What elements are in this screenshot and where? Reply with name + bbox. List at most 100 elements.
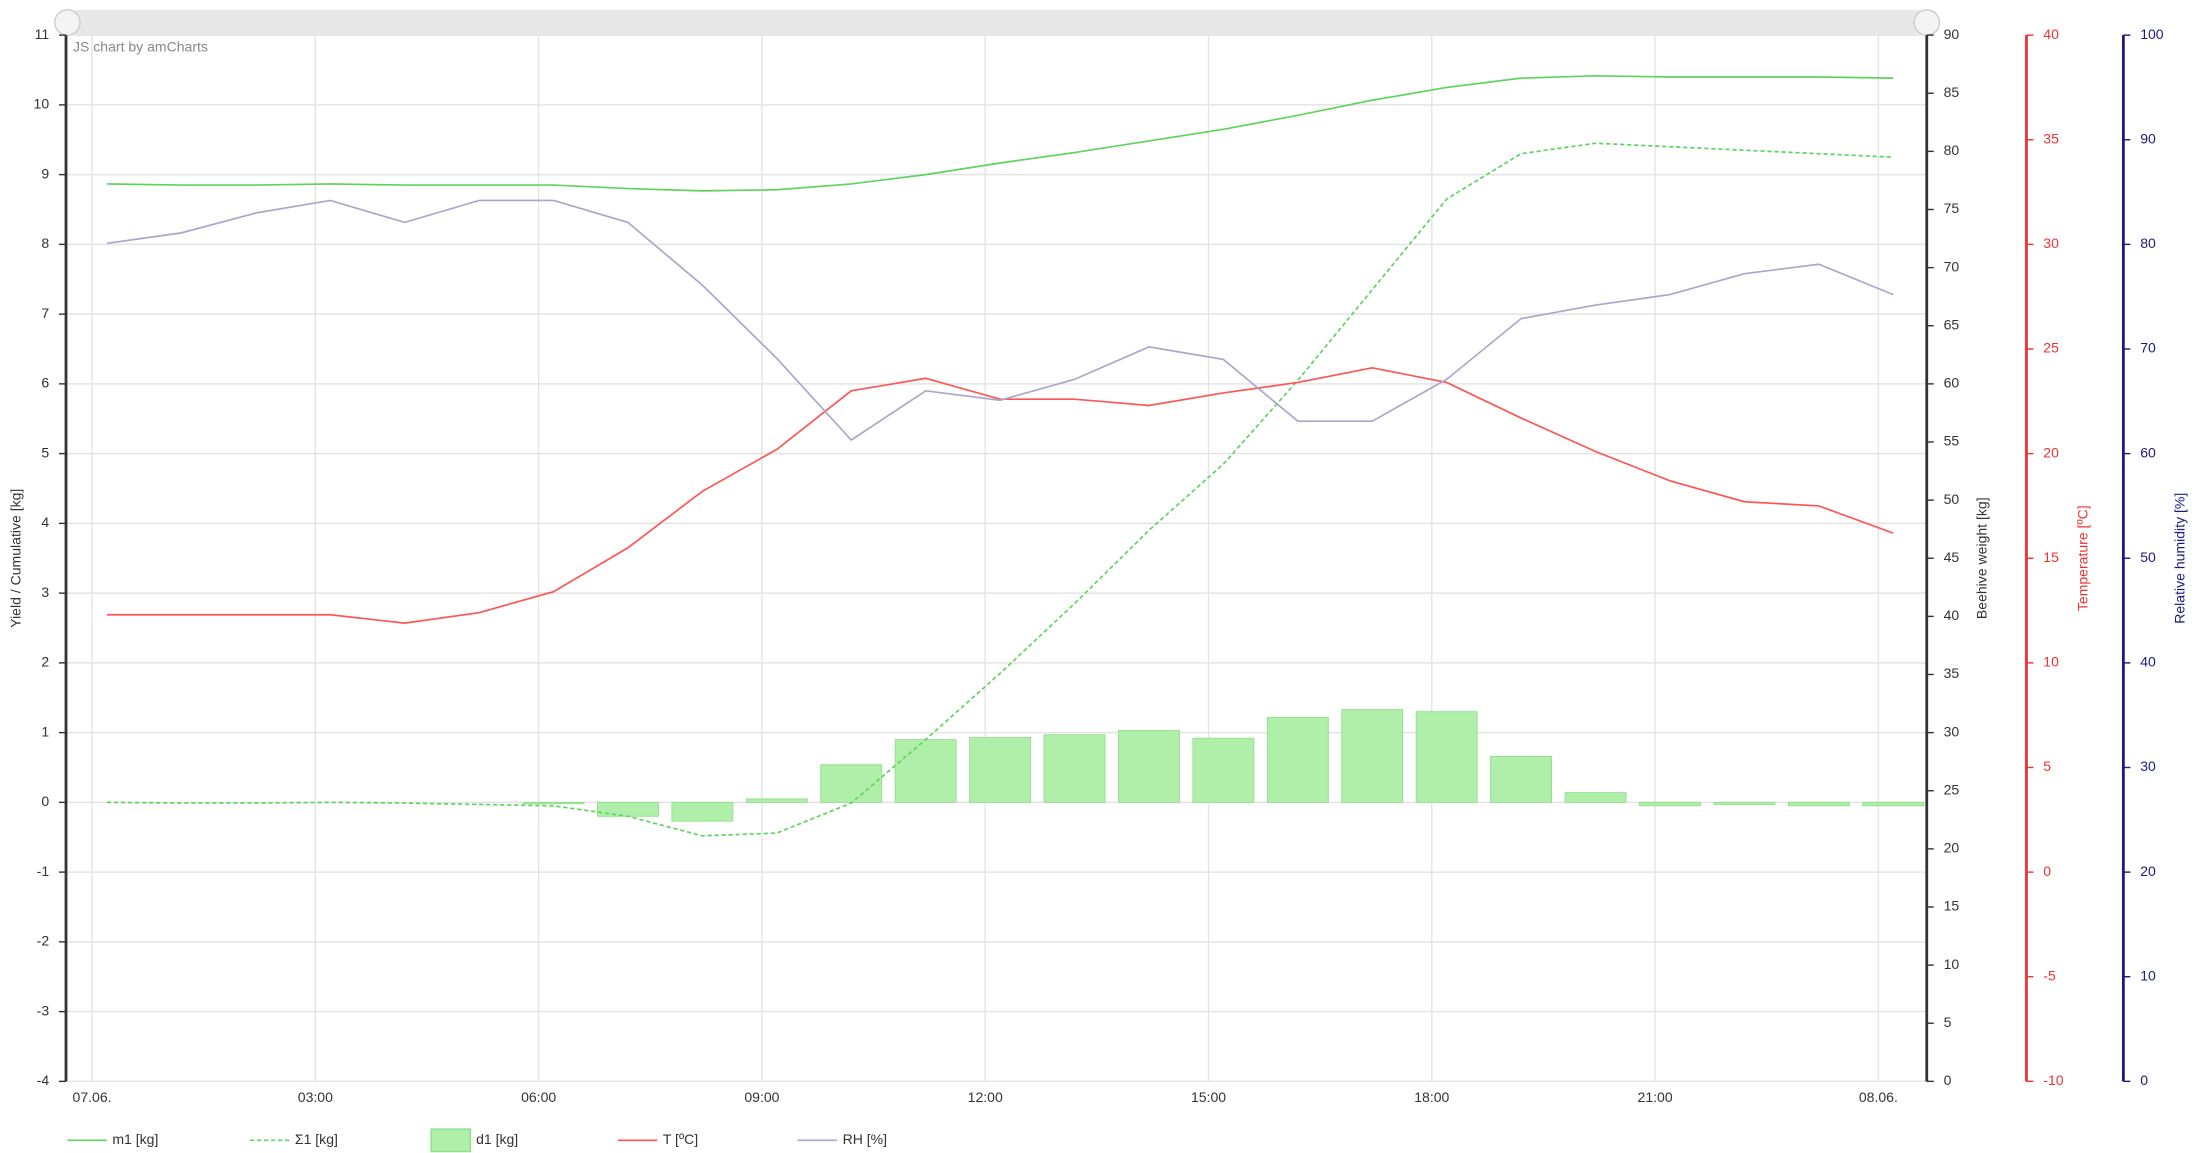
x-tick-label: 09:00 (744, 1089, 779, 1105)
y-axis-title: Yield / Cumulative [kg] (8, 489, 24, 628)
y3-tick-label: 0 (2043, 863, 2051, 879)
y3-tick-label: 35 (2043, 130, 2059, 146)
legend-label: Σ1 [kg] (295, 1131, 338, 1147)
y4-tick-label: 30 (2140, 758, 2156, 774)
y2-tick-label: 70 (1944, 258, 1960, 274)
y4-tick-label: 0 (2140, 1072, 2148, 1088)
y2-tick-label: 45 (1944, 549, 1960, 565)
y2-tick-label: 25 (1944, 781, 1960, 797)
line (106, 74, 1894, 192)
y2-tick-label: 75 (1944, 200, 1960, 216)
x-tick-label: 15:00 (1191, 1089, 1226, 1105)
bar (894, 739, 957, 803)
bar (1490, 755, 1553, 803)
bar (820, 764, 883, 803)
y-tick-label: -4 (37, 1072, 50, 1088)
y2-tick-label: 55 (1944, 433, 1960, 449)
y4-axis-title: Relative humidity [%] (2172, 493, 2188, 624)
bar (969, 737, 1032, 803)
bar (1192, 737, 1255, 803)
legend-label: RH [%] (843, 1131, 887, 1147)
y2-tick-label: 15 (1944, 898, 1960, 914)
y4-tick-label: 80 (2140, 235, 2156, 251)
bar (1713, 801, 1776, 805)
x-tick-label: 03:00 (298, 1089, 333, 1105)
y3-tick-label: 15 (2043, 549, 2059, 565)
y-tick-label: 7 (41, 305, 49, 321)
y4-tick-label: 90 (2140, 130, 2156, 146)
y4-tick-label: 70 (2140, 340, 2156, 356)
y-tick-label: -3 (37, 1002, 50, 1018)
x-tick-label: 06:00 (521, 1089, 556, 1105)
y2-tick-label: 40 (1944, 607, 1960, 623)
y-tick-label: 8 (41, 235, 49, 251)
scrollbar[interactable] (66, 9, 1927, 36)
y3-tick-label: -5 (2043, 967, 2056, 983)
bar (1639, 801, 1701, 807)
line (106, 199, 1894, 442)
y4-tick-label: 20 (2140, 863, 2156, 879)
y-tick-label: 5 (41, 444, 49, 460)
y2-tick-label: 0 (1944, 1072, 1952, 1088)
y-tick-label: 0 (41, 793, 49, 809)
bar (671, 801, 734, 822)
y4-tick-label: 40 (2140, 654, 2156, 670)
y-tick-label: -2 (37, 933, 50, 949)
bar (1564, 792, 1627, 803)
bar (1415, 711, 1478, 803)
bar (1043, 734, 1106, 803)
y3-axis-title: Temperature [ºC] (2075, 505, 2091, 611)
x-tick-label: 08.06. (1859, 1089, 1898, 1105)
y3-tick-label: 5 (2043, 758, 2051, 774)
y2-tick-label: 90 (1944, 26, 1960, 42)
y-tick-label: -1 (37, 863, 50, 879)
scrollbar-handle[interactable] (1913, 9, 1941, 36)
y-tick-label: 4 (41, 514, 49, 530)
scrollbar-handle[interactable] (54, 9, 81, 36)
y-tick-label: 11 (35, 26, 50, 42)
y2-tick-label: 60 (1944, 375, 1960, 391)
y3-tick-label: -10 (2043, 1072, 2063, 1088)
bar (522, 801, 585, 805)
y4-tick-label: 60 (2140, 444, 2156, 460)
y-tick-label: 6 (41, 375, 49, 391)
y2-tick-label: 5 (1944, 1014, 1952, 1030)
y3-tick-label: 25 (2043, 340, 2059, 356)
y2-tick-label: 35 (1944, 665, 1960, 681)
credit: JS chart by amCharts (73, 38, 208, 54)
y4-tick-label: 50 (2140, 549, 2156, 565)
y2-tick-label: 85 (1944, 84, 1960, 100)
y2-tick-label: 80 (1944, 142, 1960, 158)
bar (1266, 716, 1329, 803)
bar (597, 801, 659, 817)
legend-swatch (430, 1128, 472, 1153)
bar (1118, 730, 1180, 803)
y2-tick-label: 65 (1944, 316, 1960, 332)
y-tick-label: 2 (41, 654, 49, 670)
y3-tick-label: 20 (2043, 444, 2059, 460)
y2-tick-label: 30 (1944, 723, 1960, 739)
legend-label: T [ºC] (663, 1131, 698, 1147)
y2-tick-label: 10 (1944, 956, 1960, 972)
y-tick-label: 1 (41, 723, 49, 739)
y3-tick-label: 40 (2043, 26, 2059, 42)
y3-tick-label: 10 (2043, 654, 2059, 670)
x-tick-label: 12:00 (968, 1089, 1003, 1105)
y3-tick-label: 30 (2043, 235, 2059, 251)
y2-axis-title: Beehive weight [kg] (1974, 497, 1990, 619)
line (106, 366, 1894, 624)
bar (1787, 801, 1850, 807)
y-tick-label: 10 (34, 96, 50, 112)
y4-tick-label: 10 (2140, 967, 2156, 983)
y2-tick-label: 20 (1944, 840, 1960, 856)
y-tick-label: 9 (41, 165, 49, 181)
bar (745, 798, 808, 803)
x-tick-label: 18:00 (1414, 1089, 1449, 1105)
bar (1341, 709, 1404, 803)
y4-tick-label: 100 (2140, 26, 2164, 42)
x-tick-label: 07.06. (73, 1089, 112, 1105)
y2-tick-label: 50 (1944, 491, 1960, 507)
bar (1862, 801, 1925, 807)
